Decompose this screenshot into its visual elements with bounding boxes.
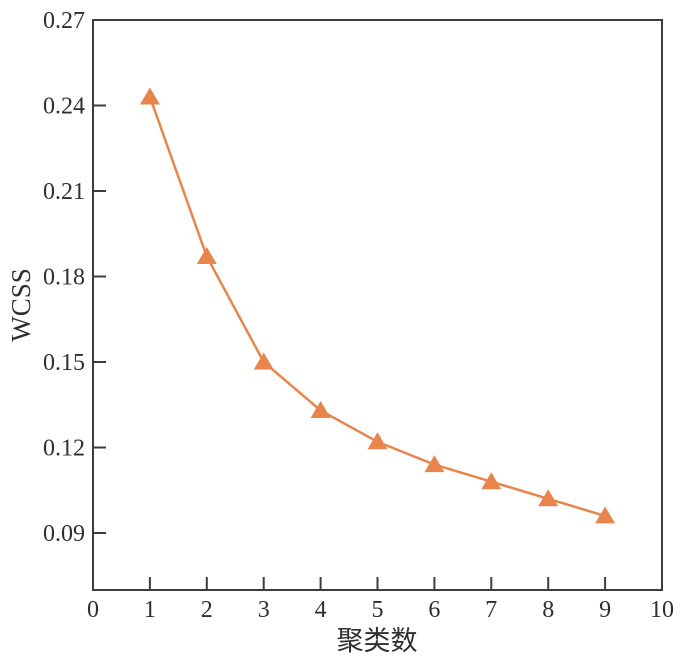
data-point-marker: [595, 506, 616, 524]
x-tick-label: 4: [315, 597, 327, 623]
data-point-marker: [253, 352, 274, 370]
x-tick-label: 7: [485, 597, 497, 623]
plot-frame: [92, 19, 663, 591]
data-point-marker: [481, 472, 502, 490]
y-axis-title: WCSS: [6, 268, 36, 342]
x-tick-label: 8: [542, 597, 554, 623]
x-tick-label: 9: [599, 597, 611, 623]
y-tick-label: 0.18: [43, 265, 85, 291]
wcss-line: [148, 96, 606, 518]
data-point-marker: [367, 432, 388, 450]
x-tick-label: 10: [650, 597, 674, 623]
x-tick-label: 0: [87, 597, 99, 623]
y-tick-label: 0.15: [43, 350, 85, 376]
y-tick-label: 0.12: [43, 436, 85, 462]
data-point-marker: [139, 87, 160, 105]
data-point-marker: [196, 247, 217, 265]
y-tick-label: 0.21: [43, 179, 85, 205]
x-tick-label: 6: [428, 597, 440, 623]
data-point-marker: [538, 489, 559, 507]
x-axis-title: 聚类数: [337, 626, 418, 656]
y-tick-label: 0.24: [43, 94, 85, 120]
data-point-marker: [424, 455, 445, 473]
y-tick-label: 0.09: [43, 521, 85, 547]
data-point-marker: [310, 400, 331, 418]
x-tick-label: 1: [144, 597, 156, 623]
x-tick-label: 5: [372, 597, 384, 623]
axis-ticks: 0 1 2 3 4 5 6 7 8 9 10 0.09 0.12 0.15 0.18 0.21 0.24 0.27: [43, 8, 674, 623]
y-tick-label: 0.27: [43, 8, 85, 34]
x-tick-label: 2: [201, 597, 213, 623]
plot-border: [92, 19, 663, 591]
x-tick-label: 3: [258, 597, 270, 623]
data-series: [139, 87, 616, 524]
